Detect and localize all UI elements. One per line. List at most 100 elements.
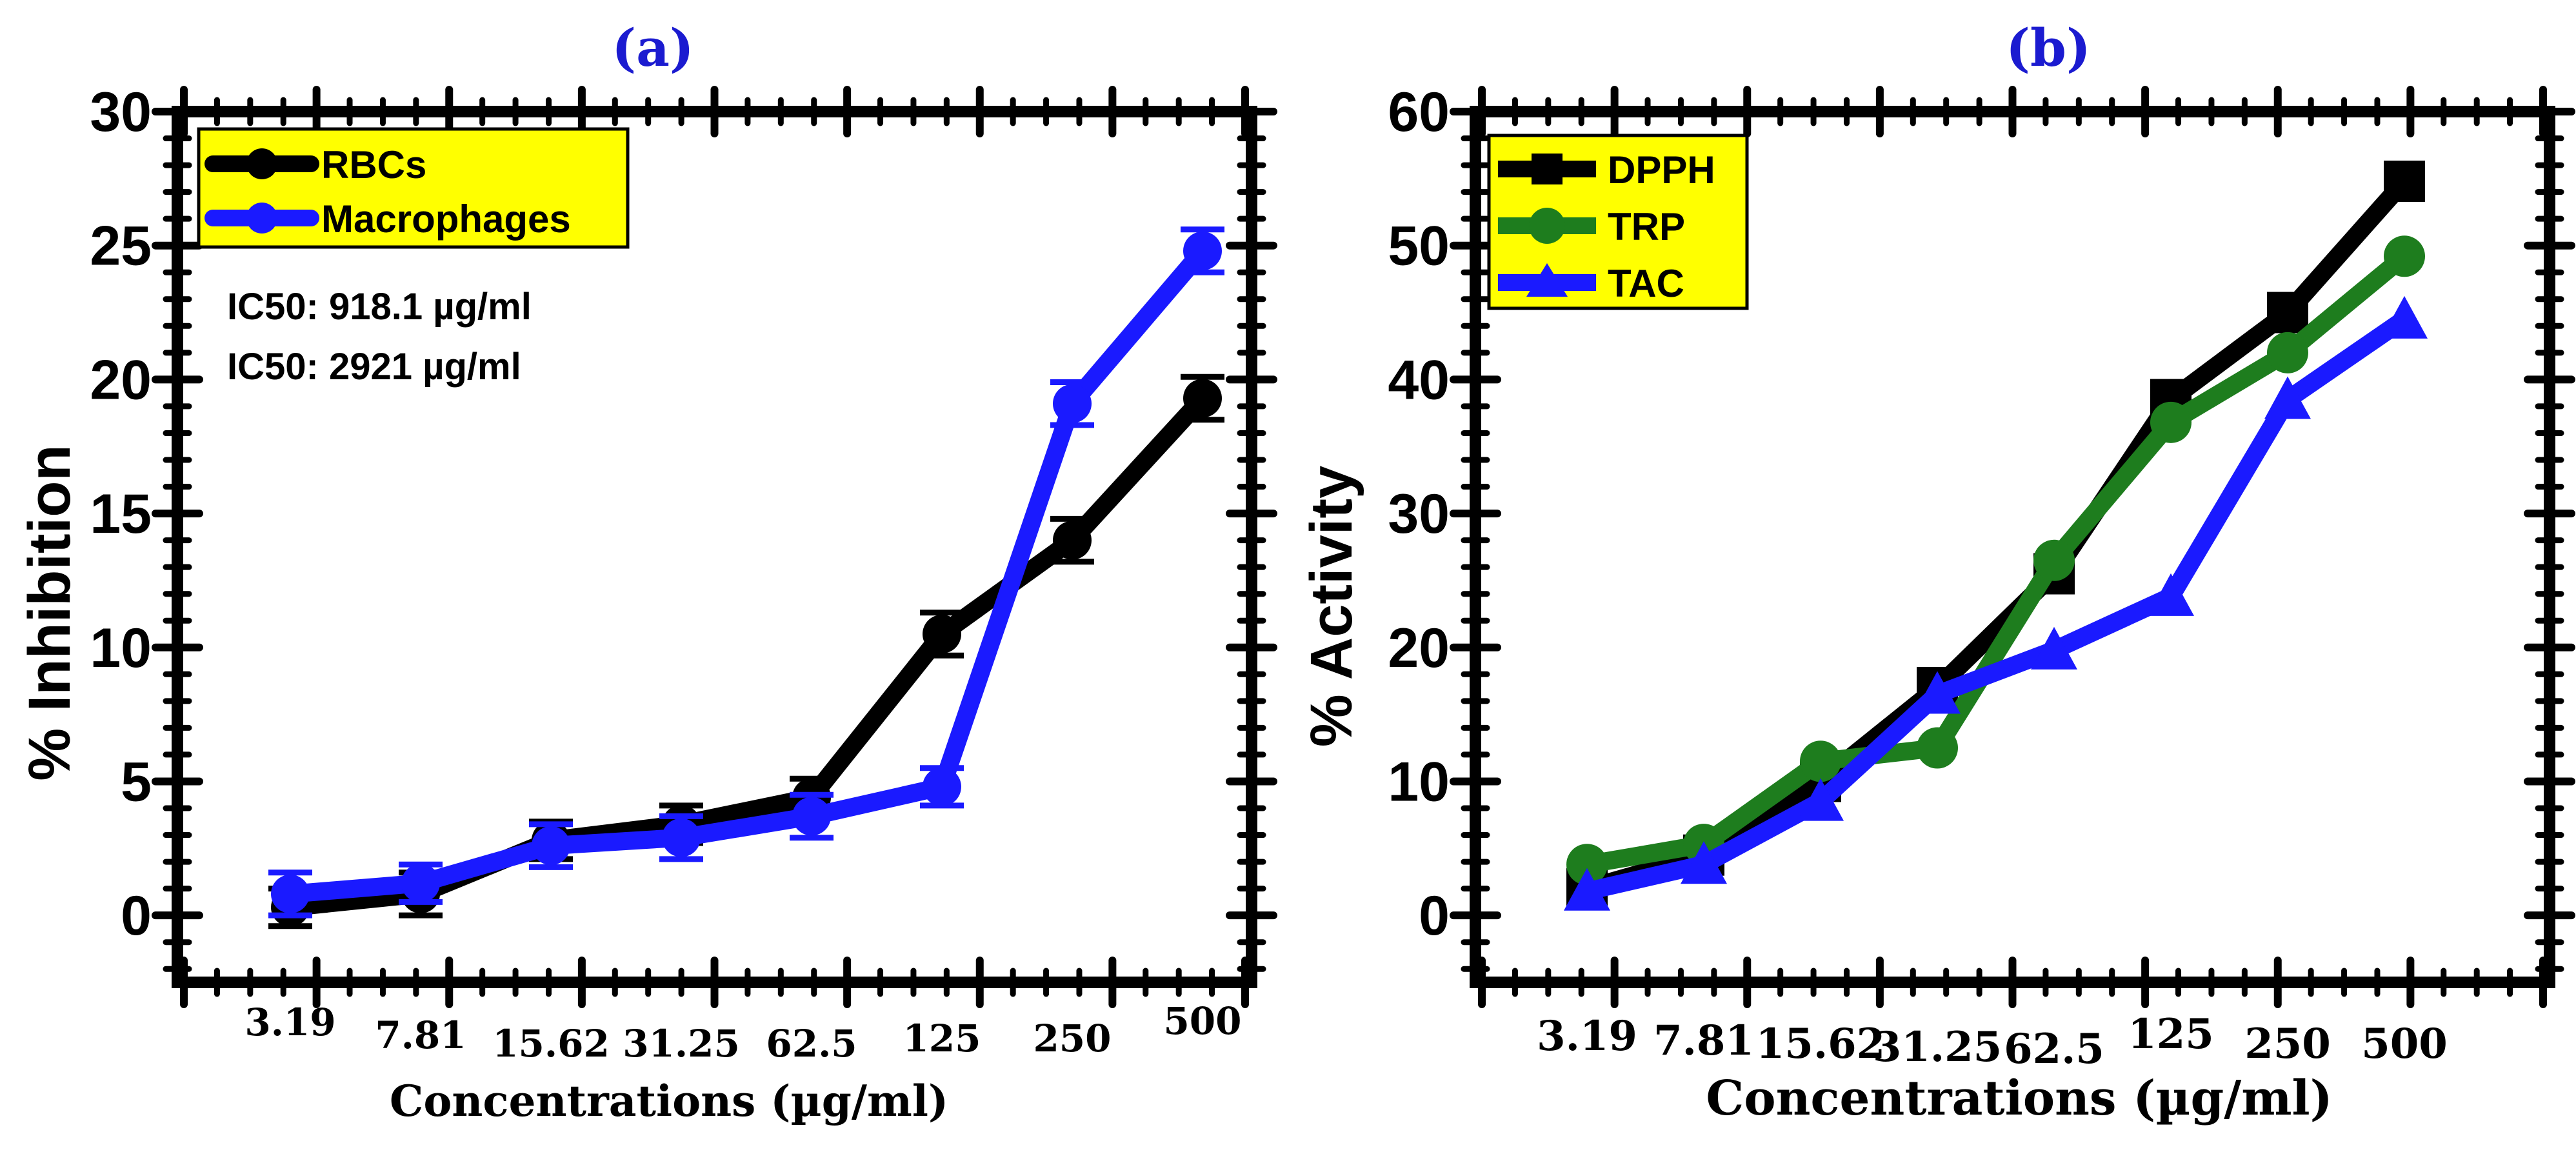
x-tick-label: 500 [1163, 999, 1241, 1043]
data-point-trp [1800, 740, 1841, 782]
data-point-tac [1681, 841, 1727, 884]
panel-a-plot-frame [172, 106, 1257, 988]
legend-marker-rbcs [246, 148, 277, 179]
legend-label-tac: TAC [1608, 262, 1684, 305]
series-rbcs [268, 373, 1224, 929]
data-point-trp [2033, 539, 2075, 581]
panel-a-y-axis-label: % Inhibition [17, 444, 83, 780]
data-point-rbcs [923, 615, 961, 653]
legend-marker-tac [1526, 263, 1568, 297]
x-tick-label: 31.25 [1873, 1023, 2002, 1071]
y-tick-label: 40 [1388, 349, 1450, 411]
data-point-dpph [2267, 292, 2308, 333]
x-tick-label: 62.5 [766, 1022, 857, 1066]
data-point-macrophages [401, 864, 440, 903]
x-tick-label: 3.19 [245, 1000, 335, 1044]
data-point-macrophages [532, 826, 570, 866]
data-point-tac [1797, 778, 1844, 821]
y-tick-label: 60 [1388, 81, 1450, 143]
x-tick-label: 62.5 [2004, 1025, 2104, 1073]
legend-label-rbcs: RBCs [321, 143, 426, 186]
y-tick-label: 0 [1419, 885, 1450, 947]
y-tick-label: 5 [121, 751, 152, 813]
data-point-trp [1566, 844, 1608, 886]
data-point-macrophages [662, 818, 701, 857]
y-tick-label: 25 [90, 215, 152, 277]
ic50-annotation-1: IC50: 918.1 µg/ml [227, 286, 532, 328]
legend-item-tac: TAC [1498, 262, 1684, 305]
panel-b-label: (b) [2006, 17, 2091, 78]
legend-marker-trp [1529, 208, 1565, 244]
data-point-tac [2148, 573, 2194, 616]
y-tick-label: 0 [121, 885, 152, 947]
x-tick-label: 250 [2244, 1020, 2331, 1068]
legend-label-trp: TRP [1608, 205, 1685, 248]
y-tick-label: 50 [1388, 215, 1450, 277]
legend-label-macrophages: Macrophages [321, 197, 571, 241]
legend-marker-dpph [1532, 154, 1563, 184]
data-point-dpph [2384, 161, 2425, 202]
legend-item-trp: TRP [1498, 205, 1685, 248]
data-point-trp [2267, 332, 2308, 373]
data-point-tac [2381, 295, 2428, 339]
data-point-rbcs [1183, 379, 1222, 418]
y-tick-label: 10 [1388, 751, 1450, 813]
panel-b-x-axis-label: Concentrations (µg/ml) [1706, 1071, 2332, 1126]
data-point-trp [2150, 401, 2192, 443]
panel-a-y-tick-labels: 0 5 10 15 20 25 30 [90, 81, 152, 947]
x-tick-label: 15.62 [492, 1022, 610, 1066]
panel-a-legend: RBCs Macrophages [197, 127, 630, 249]
legend-item-rbcs: RBCs [205, 143, 426, 186]
panel-a-label: (a) [612, 17, 694, 78]
panel-b-plot-frame [1470, 106, 2555, 988]
x-tick-label: 250 [1033, 1017, 1111, 1060]
legend-item-macrophages: Macrophages [205, 197, 571, 241]
ic50-annotation-2: IC50: 2921 µg/ml [227, 346, 521, 388]
x-tick-label: 31.25 [623, 1022, 740, 1066]
series-line-trp [1578, 247, 2413, 874]
data-point-tac [1564, 868, 1610, 911]
data-point-trp [2384, 235, 2425, 277]
panel-b-legend: DPPH TRP TAC [1487, 134, 1749, 310]
panel-a-series [268, 226, 1224, 929]
legend-label-dpph: DPPH [1608, 148, 1715, 192]
legend-marker-macrophages [246, 203, 277, 233]
data-point-macrophages [271, 874, 310, 913]
data-point-tac [1914, 671, 1961, 714]
y-tick-label: 30 [90, 81, 152, 143]
data-point-macrophages [1183, 232, 1222, 270]
x-tick-label: 3.19 [1537, 1012, 1637, 1060]
x-tick-label: 7.81 [375, 1013, 466, 1057]
series-line-tac [1578, 310, 2413, 900]
x-tick-label: 15.62 [1756, 1020, 1885, 1068]
panel-b-y-axis-label: % Activity [1299, 466, 1364, 747]
x-tick-label: 7.81 [1653, 1017, 1754, 1065]
series-line-macrophages [281, 242, 1212, 903]
data-point-tac [2264, 376, 2311, 419]
y-tick-label: 10 [90, 617, 152, 679]
data-point-macrophages [1053, 384, 1092, 423]
x-tick-label: 125 [903, 1017, 981, 1060]
panel-b-series [1564, 161, 2428, 911]
panel-a-x-axis-label: Concentrations (µg/ml) [390, 1076, 948, 1126]
panel-b-y-tick-labels: 0 10 20 30 40 50 60 [1388, 81, 1450, 947]
data-point-trp [1917, 727, 1958, 769]
series-macrophages [268, 226, 1224, 919]
data-point-macrophages [792, 797, 831, 836]
panel-a-x-tick-labels: 3.19 7.81 15.62 31.25 62.5 125 250 500 [245, 999, 1241, 1066]
y-tick-label: 20 [90, 349, 152, 411]
y-tick-label: 15 [90, 483, 152, 545]
x-tick-label: 500 [2361, 1020, 2448, 1068]
legend-item-dpph: DPPH [1498, 148, 1715, 192]
series-tac [1564, 295, 2428, 911]
y-tick-label: 20 [1388, 617, 1450, 679]
data-point-rbcs [1053, 521, 1092, 560]
x-tick-label: 125 [2128, 1010, 2214, 1058]
data-point-tac [2031, 626, 2077, 670]
y-tick-label: 30 [1388, 483, 1450, 545]
data-point-macrophages [923, 767, 961, 806]
chart-panel-a: (a) 0 5 10 15 20 25 30 3.19 7.81 15.62 31.25 62.5 1… [17, 17, 1277, 1126]
